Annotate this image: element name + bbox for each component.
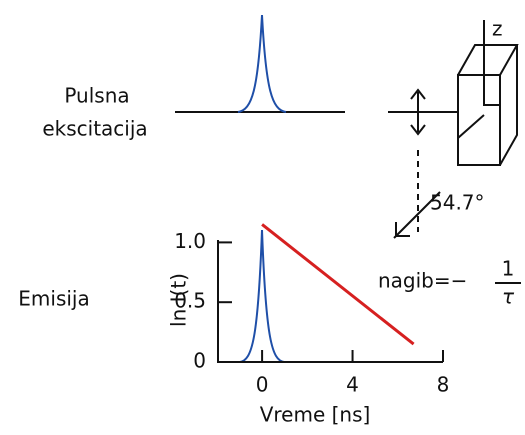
- x-tick-label: 4: [346, 373, 359, 397]
- slope-label: nagib=−: [378, 269, 467, 293]
- slope-denominator: τ: [502, 285, 515, 309]
- y-axis-label: ln I(t): [167, 273, 191, 327]
- excitation-label: ekscitacija: [42, 117, 147, 141]
- z-label: z: [492, 17, 503, 41]
- x-tick-label: 0: [256, 373, 269, 397]
- angle-label: 54.7°: [430, 191, 485, 215]
- excitation-label: Pulsna: [64, 84, 129, 108]
- y-tick-label: 0.5: [174, 289, 206, 313]
- decay-line: [261, 223, 415, 346]
- emission-label: Emisija: [18, 287, 89, 311]
- slope-numerator: 1: [502, 257, 515, 281]
- y-tick-label: 0: [193, 349, 206, 373]
- arrow-heads: [410, 88, 426, 136]
- x-axis-label: Vreme [ns]: [260, 403, 371, 427]
- instrument-pulse: [239, 229, 285, 363]
- cuvette-marks: [457, 20, 500, 139]
- y-tick-label: 1.0: [174, 229, 206, 253]
- sample-cuvette: [457, 44, 519, 166]
- angle-line: [393, 191, 441, 239]
- excitation-pulse: [237, 14, 287, 113]
- x-tick-label: 8: [437, 373, 450, 397]
- angle-arrow-head: [395, 222, 410, 237]
